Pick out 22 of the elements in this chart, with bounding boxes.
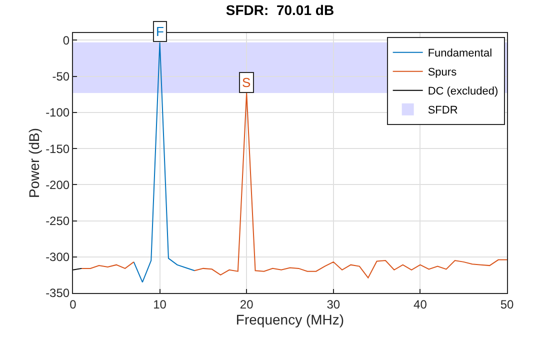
- legend-label: SFDR: [428, 104, 458, 117]
- y-tick-label: -250: [46, 214, 70, 228]
- annotation: S: [242, 75, 251, 90]
- x-tick-label: 10: [153, 297, 167, 312]
- x-tick-label: 40: [414, 297, 428, 312]
- y-tick-label: -350: [46, 286, 70, 300]
- y-axis-title: Power (dB): [26, 128, 42, 198]
- legend-label: DC (excluded): [428, 86, 498, 98]
- y-tick-label: -100: [46, 106, 70, 120]
- chart-title: SFDR: 70.01 dB: [226, 2, 334, 18]
- legend-label: Spurs: [428, 66, 458, 79]
- x-axis-title: Frequency (MHz): [236, 312, 344, 328]
- y-tick-label: -50: [52, 70, 70, 84]
- y-tick-label: -200: [46, 178, 70, 192]
- x-tick-label: 50: [500, 297, 514, 312]
- y-tick-label: -150: [46, 142, 70, 156]
- annotation: F: [156, 24, 164, 39]
- x-tick-label: 20: [240, 297, 254, 312]
- y-tick-label: 0: [62, 33, 70, 48]
- legend-label: Fundamental: [428, 48, 492, 60]
- y-tick-label: -300: [46, 250, 70, 264]
- x-tick-label: 30: [326, 297, 340, 312]
